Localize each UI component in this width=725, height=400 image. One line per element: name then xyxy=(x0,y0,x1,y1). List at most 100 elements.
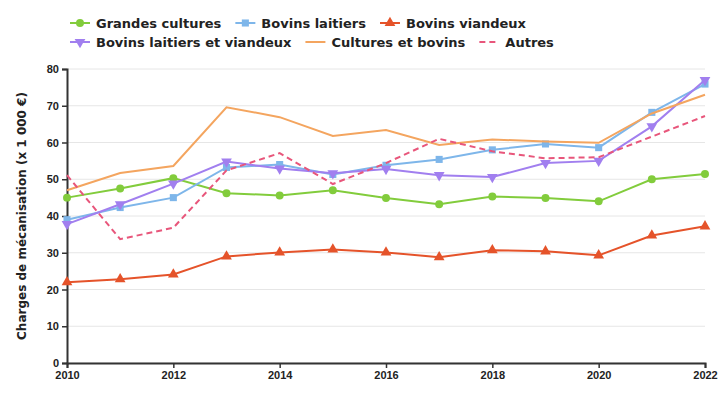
y-tick-label: 40 xyxy=(47,210,59,222)
series-point xyxy=(276,191,284,199)
y-tick: 70 xyxy=(47,100,67,112)
series-point xyxy=(274,165,285,174)
series-point xyxy=(648,175,656,183)
series-line xyxy=(67,84,705,220)
y-tick-mark xyxy=(62,326,67,328)
series-line xyxy=(67,116,705,239)
grid-line xyxy=(67,216,705,217)
series-point xyxy=(329,186,337,194)
x-tick-mark xyxy=(386,363,388,368)
x-axis: 2010 2012 2014 2016 2018 2020 2022 xyxy=(55,363,717,381)
legend-item: Bovins laitiers xyxy=(235,16,366,31)
y-tick: 10 xyxy=(47,320,67,332)
y-tick-mark xyxy=(62,363,67,365)
legend-marker xyxy=(75,39,86,48)
legend-swatch xyxy=(305,41,325,43)
series-point xyxy=(595,144,602,151)
x-tick-mark xyxy=(705,363,707,368)
x-tick-label: 2014 xyxy=(268,369,293,381)
y-tick: 30 xyxy=(47,247,67,259)
legend-item: Grandes cultures xyxy=(70,16,222,31)
series-point xyxy=(221,250,232,259)
series-point xyxy=(488,193,496,201)
legend-label: Grandes cultures xyxy=(96,16,222,31)
y-tick: 60 xyxy=(47,137,67,149)
y-tick-label: 50 xyxy=(47,173,59,185)
series-point xyxy=(487,174,498,183)
y-tick-mark xyxy=(62,179,67,181)
y-tick-mark xyxy=(62,253,67,255)
series-point xyxy=(436,156,443,163)
y-tick-label: 20 xyxy=(47,284,59,296)
series-point xyxy=(274,246,285,255)
chart: 2010 2012 2014 2016 2018 2020 2022 0 10 20 30 40 50 6… xyxy=(0,0,725,400)
x-tick-mark xyxy=(492,363,494,368)
legend-item: Bovins laitiers et viandeux xyxy=(70,35,292,50)
y-tick-label: 10 xyxy=(47,320,59,332)
y-tick-mark xyxy=(62,69,67,71)
x-tick-label: 2012 xyxy=(162,369,186,381)
series-point xyxy=(327,243,338,252)
legend-marker xyxy=(385,17,396,26)
series-point xyxy=(168,181,179,190)
x-tick: 2018 xyxy=(481,363,505,381)
series-point xyxy=(223,189,231,197)
legend-label: Cultures et bovins xyxy=(331,35,465,50)
y-tick: 0 xyxy=(53,357,67,369)
plot-area xyxy=(62,77,711,285)
y-tick-label: 30 xyxy=(47,247,59,259)
series-line xyxy=(67,95,705,191)
series-point xyxy=(381,166,392,175)
y-tick-mark xyxy=(62,289,67,291)
x-tick-label: 2020 xyxy=(587,369,611,381)
series-point xyxy=(646,229,657,238)
legend-marker xyxy=(242,19,249,26)
y-tick-label: 60 xyxy=(47,137,59,149)
x-tick-mark xyxy=(279,363,281,368)
x-tick-mark xyxy=(598,363,600,368)
series-point xyxy=(700,77,711,86)
y-axis: 0 10 20 30 40 50 60 70 80 xyxy=(47,63,68,369)
grid xyxy=(67,69,705,363)
series-point xyxy=(327,170,338,179)
series-point xyxy=(62,221,73,230)
y-tick-label: 70 xyxy=(47,100,59,112)
x-tick-label: 2010 xyxy=(55,369,79,381)
series-point xyxy=(540,160,551,169)
legend: Grandes cultures Bovins laitiers Bovins vi… xyxy=(70,16,554,50)
grid-line xyxy=(67,105,705,106)
series-point xyxy=(434,251,445,260)
series-point xyxy=(115,201,126,210)
series-point xyxy=(221,159,232,168)
x-tick-label: 2016 xyxy=(374,369,398,381)
series-point xyxy=(540,245,551,254)
series-point xyxy=(434,172,445,181)
y-tick-mark xyxy=(62,106,67,108)
legend-swatch xyxy=(479,41,499,43)
series-point xyxy=(116,184,124,192)
grid-line xyxy=(67,69,705,70)
grid-line xyxy=(67,289,705,290)
series-point xyxy=(595,197,603,205)
series-point xyxy=(593,158,604,167)
x-tick-label: 2018 xyxy=(481,369,505,381)
series-point xyxy=(170,194,177,201)
series-point xyxy=(435,200,443,208)
x-tick: 2014 xyxy=(268,363,293,381)
x-tick: 2020 xyxy=(587,363,611,381)
series-point xyxy=(542,194,550,202)
series-point xyxy=(115,273,126,282)
legend-label: Bovins viandeux xyxy=(406,16,527,31)
legend-label: Bovins laitiers et viandeux xyxy=(96,35,292,50)
x-axis-line xyxy=(68,364,706,369)
series-point xyxy=(700,220,711,229)
series-point xyxy=(701,170,709,178)
legend-marker xyxy=(76,19,84,27)
y-tick-label: 80 xyxy=(47,63,59,75)
y-axis-title: Charges de mécanisation (x 1 000 €) xyxy=(15,92,29,340)
x-tick-label: 2022 xyxy=(693,369,717,381)
x-tick: 2012 xyxy=(162,363,186,381)
series-point xyxy=(382,194,390,202)
series-point xyxy=(487,244,498,253)
y-tick-label: 0 xyxy=(53,357,59,369)
